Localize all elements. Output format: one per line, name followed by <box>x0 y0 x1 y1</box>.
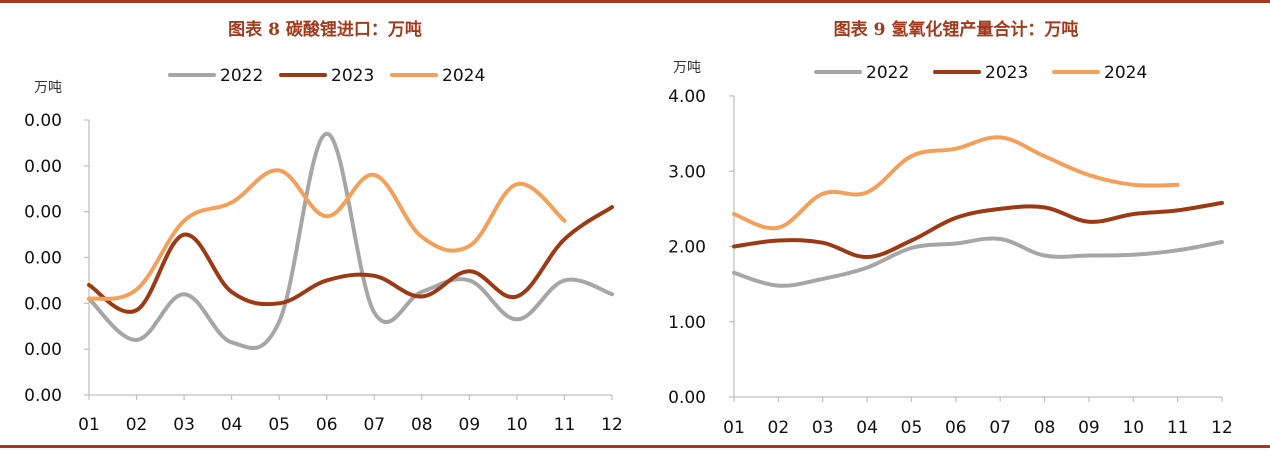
x-tick-label: 02 <box>768 418 790 438</box>
y-tick-label: 4.00 <box>668 87 706 107</box>
x-tick-label: 09 <box>1078 418 1100 438</box>
y-unit-label: 万吨 <box>673 60 701 76</box>
x-tick-label: 07 <box>989 418 1011 438</box>
top-rule <box>0 0 1270 3</box>
x-tick-label: 07 <box>363 415 385 435</box>
x-tick-label: 11 <box>1167 418 1189 438</box>
x-tick-label: 05 <box>901 418 923 438</box>
y-tick-label: 0.00 <box>24 157 62 177</box>
x-tick-label: 02 <box>126 415 148 435</box>
y-tick-label: 0.00 <box>24 294 62 314</box>
x-tick-label: 03 <box>173 415 195 435</box>
chart-title: 图表 8 碳酸锂进口：万吨 <box>228 19 422 40</box>
x-tick-label: 04 <box>856 418 878 438</box>
y-tick-label: 0.00 <box>668 388 706 408</box>
x-tick-label: 06 <box>945 418 967 438</box>
x-tick-label: 11 <box>554 415 576 435</box>
x-tick-label: 12 <box>1211 418 1233 438</box>
y-tick-label: 0.00 <box>24 386 62 406</box>
x-tick-label: 06 <box>316 415 338 435</box>
x-tick-label: 05 <box>268 415 290 435</box>
bottom-rule <box>0 445 1270 448</box>
series-line-2022 <box>87 131 614 351</box>
legend-label-2023: 2023 <box>331 66 374 86</box>
y-tick-label: 2.00 <box>668 238 706 258</box>
x-tick-label: 10 <box>506 415 528 435</box>
x-tick-label: 12 <box>601 415 623 435</box>
legend-label-2024: 2024 <box>442 66 485 86</box>
series-line-2022 <box>732 236 1224 288</box>
x-tick-label: 08 <box>1034 418 1056 438</box>
y-tick-label: 0.00 <box>24 111 62 131</box>
y-tick-label: 0.00 <box>24 203 62 223</box>
x-tick-label: 03 <box>812 418 834 438</box>
x-tick-label: 01 <box>78 415 100 435</box>
legend-label-2022: 2022 <box>866 63 909 83</box>
series-line-2023 <box>87 205 614 314</box>
x-tick-label: 08 <box>411 415 433 435</box>
legend-label-2023: 2023 <box>985 63 1028 83</box>
legend-label-2022: 2022 <box>220 66 263 86</box>
chart-title: 图表 9 氢氧化锂产量合计：万吨 <box>834 19 1079 40</box>
x-tick-label: 10 <box>1122 418 1144 438</box>
y-tick-label: 0.00 <box>24 249 62 269</box>
series-line-2023 <box>732 200 1224 260</box>
x-tick-label: 01 <box>723 418 745 438</box>
series-line-2024 <box>732 135 1180 231</box>
y-tick-label: 3.00 <box>668 162 706 182</box>
legend-label-2024: 2024 <box>1104 63 1147 83</box>
y-unit-label: 万吨 <box>34 80 62 96</box>
x-tick-label: 09 <box>459 415 481 435</box>
y-tick-label: 0.00 <box>24 340 62 360</box>
y-tick-label: 1.00 <box>668 313 706 333</box>
x-tick-label: 04 <box>221 415 243 435</box>
series-line-2024 <box>87 168 567 301</box>
